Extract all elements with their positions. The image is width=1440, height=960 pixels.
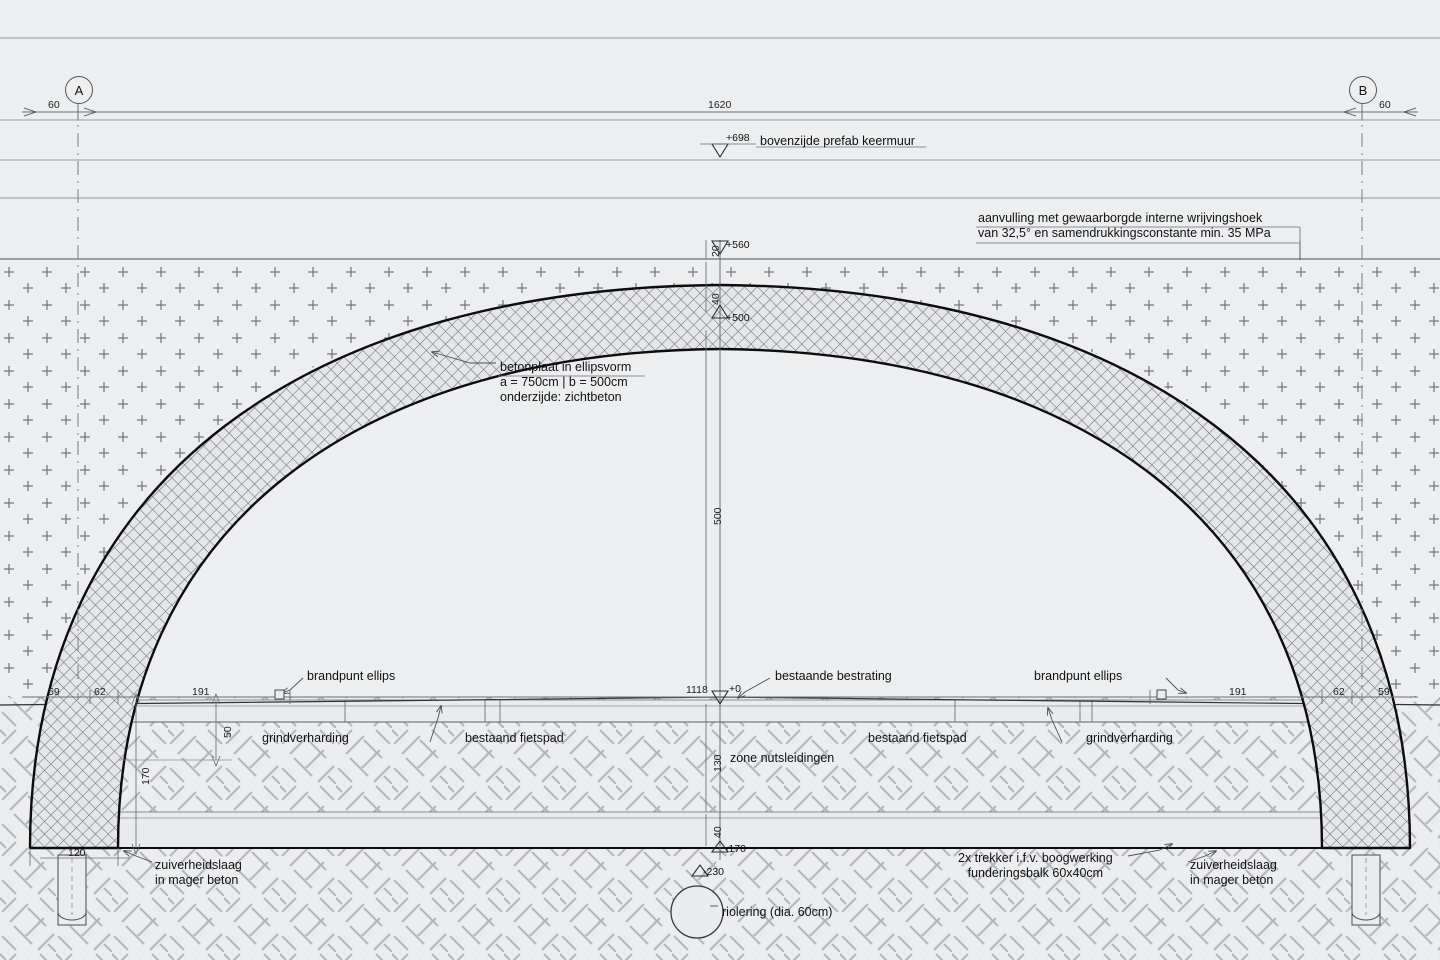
vdim-40-base: 40 bbox=[712, 826, 724, 838]
leader-lines bbox=[124, 240, 1301, 907]
elev-neg230: -230 bbox=[703, 866, 725, 878]
elev-0: +0 bbox=[729, 683, 741, 695]
dim-62-right: 62 bbox=[1333, 686, 1345, 698]
sewer-pipe bbox=[670, 885, 724, 939]
note-utilities: zone nutsleidingen bbox=[730, 751, 835, 765]
vdim-500: 500 bbox=[712, 507, 724, 525]
vertical-dimension-lines bbox=[118, 240, 707, 856]
dim-62-left: 62 bbox=[94, 686, 106, 698]
dim-191-right: 191 bbox=[1229, 686, 1247, 698]
dim-1118: 1118 bbox=[686, 684, 708, 696]
construction-lines bbox=[0, 37, 1440, 260]
pavement-edge-ticks bbox=[344, 700, 1093, 722]
elev-500: +500 bbox=[726, 312, 750, 324]
note-existing-paving: bestaande bestrating bbox=[775, 669, 892, 683]
note-focus-left: brandpunt ellips bbox=[307, 669, 396, 683]
concrete-arch bbox=[28, 283, 1412, 850]
dim-right-60: 60 bbox=[1379, 99, 1391, 111]
ellipse-focus-points bbox=[274, 689, 1167, 700]
note-blinding-right: zuiverheidslaag in mager beton bbox=[1190, 858, 1277, 887]
dim-191-left: 191 bbox=[192, 686, 210, 698]
pile-dimension bbox=[29, 848, 130, 866]
grid-bubble-a[interactable]: A bbox=[65, 76, 93, 104]
grid-bubble-b-label: B bbox=[1358, 82, 1368, 98]
foundation-piles bbox=[57, 854, 1381, 926]
grid-bubble-b[interactable]: B bbox=[1349, 76, 1377, 104]
elev-neg170: -170 bbox=[725, 843, 747, 855]
vdim-20: 20 bbox=[710, 245, 722, 257]
dim-59-right: 59 bbox=[1378, 686, 1390, 698]
top-dimension-line bbox=[22, 104, 1418, 120]
note-sewer: riolering (dia. 60cm) bbox=[722, 905, 833, 919]
note-bikepath-left: bestaand fietspad bbox=[465, 731, 564, 745]
note-gravel-left: grindverharding bbox=[262, 731, 349, 745]
vdim-40-arch: 40 bbox=[710, 293, 722, 305]
elev-560: +560 bbox=[726, 239, 750, 251]
level0-dimension-line bbox=[22, 690, 1418, 704]
note-bikepath-right: bestaand fietspad bbox=[868, 731, 967, 745]
note-blinding-left: zuiverheidslaag in mager beton bbox=[155, 858, 242, 887]
vdim-130: 130 bbox=[712, 754, 724, 772]
note-focus-right: brandpunt ellips bbox=[1034, 669, 1123, 683]
elev-698: +698 bbox=[726, 132, 750, 144]
dim-59-left: 59 bbox=[48, 686, 60, 698]
note-arch: betonplaat in ellipsvorm a = 750cm | b =… bbox=[500, 360, 632, 404]
vdim-50: 50 bbox=[222, 726, 234, 738]
note-underlines bbox=[498, 146, 1301, 377]
label-keermuur: bovenzijde prefab keermuur bbox=[760, 134, 915, 148]
dim-120-pile: 120 bbox=[68, 847, 86, 859]
vdim-170: 170 bbox=[140, 767, 152, 785]
note-gravel-right: grindverharding bbox=[1086, 731, 1173, 745]
elevation-markers bbox=[690, 143, 756, 877]
note-backfill: aanvulling met gewaarborgde interne wrij… bbox=[978, 211, 1271, 240]
dim-left-60: 60 bbox=[48, 99, 60, 111]
grid-bubble-a-label: A bbox=[74, 82, 84, 98]
dim-span-1620: 1620 bbox=[708, 99, 732, 111]
note-tie-beam: 2x trekker i.f.v. boogwerking funderings… bbox=[958, 851, 1113, 880]
